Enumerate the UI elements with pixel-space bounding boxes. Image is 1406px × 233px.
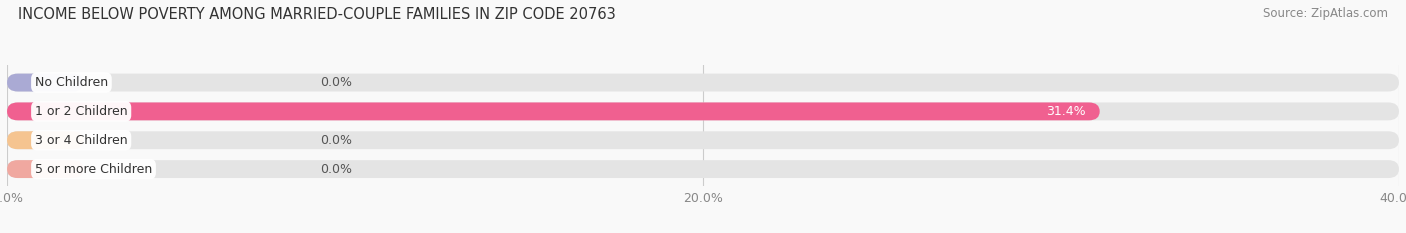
Text: 0.0%: 0.0% bbox=[321, 134, 353, 147]
FancyBboxPatch shape bbox=[7, 103, 1399, 120]
FancyBboxPatch shape bbox=[7, 160, 1399, 178]
Text: 1 or 2 Children: 1 or 2 Children bbox=[35, 105, 128, 118]
Text: Source: ZipAtlas.com: Source: ZipAtlas.com bbox=[1263, 7, 1388, 20]
Text: 5 or more Children: 5 or more Children bbox=[35, 163, 152, 176]
FancyBboxPatch shape bbox=[7, 74, 1399, 92]
Text: 0.0%: 0.0% bbox=[321, 76, 353, 89]
FancyBboxPatch shape bbox=[7, 131, 1399, 149]
Text: 31.4%: 31.4% bbox=[1046, 105, 1085, 118]
FancyBboxPatch shape bbox=[7, 103, 1099, 120]
FancyBboxPatch shape bbox=[7, 131, 83, 149]
FancyBboxPatch shape bbox=[7, 160, 83, 178]
FancyBboxPatch shape bbox=[7, 74, 83, 92]
Text: 3 or 4 Children: 3 or 4 Children bbox=[35, 134, 128, 147]
Text: 0.0%: 0.0% bbox=[321, 163, 353, 176]
Text: No Children: No Children bbox=[35, 76, 108, 89]
Text: INCOME BELOW POVERTY AMONG MARRIED-COUPLE FAMILIES IN ZIP CODE 20763: INCOME BELOW POVERTY AMONG MARRIED-COUPL… bbox=[18, 7, 616, 22]
